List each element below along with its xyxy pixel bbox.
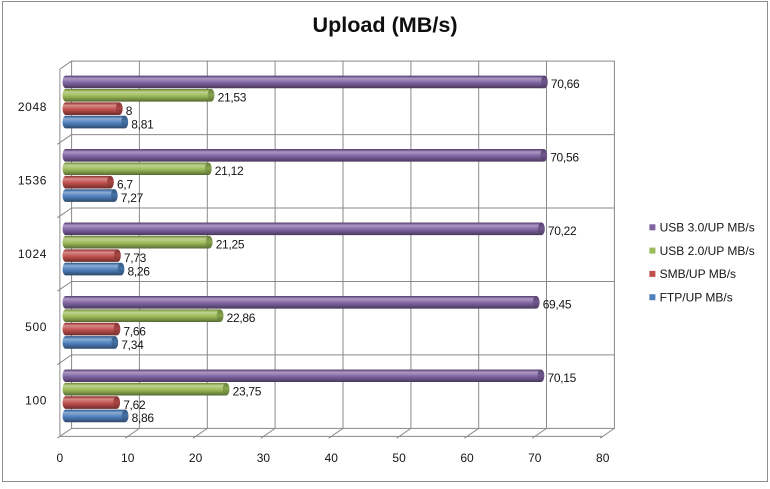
svg-text:1536: 1536 <box>18 173 47 187</box>
svg-text:22,86: 22,86 <box>227 311 256 325</box>
svg-text:21,25: 21,25 <box>216 238 245 252</box>
svg-text:7,73: 7,73 <box>124 251 147 265</box>
svg-text:0: 0 <box>57 451 64 465</box>
svg-text:21,53: 21,53 <box>218 91 247 105</box>
svg-text:69,45: 69,45 <box>543 298 572 312</box>
svg-text:2048: 2048 <box>18 100 47 114</box>
svg-text:21,12: 21,12 <box>215 164 244 178</box>
svg-text:7,62: 7,62 <box>123 398 146 412</box>
svg-text:500: 500 <box>25 320 47 334</box>
svg-text:50: 50 <box>392 451 406 465</box>
svg-text:70,66: 70,66 <box>551 77 580 91</box>
svg-text:SMB/UP MB/s: SMB/UP MB/s <box>660 267 736 281</box>
svg-text:7,34: 7,34 <box>121 338 144 352</box>
svg-text:1024: 1024 <box>18 247 47 261</box>
svg-text:70,15: 70,15 <box>548 371 577 385</box>
svg-text:7,66: 7,66 <box>124 324 147 338</box>
svg-text:80: 80 <box>596 451 610 465</box>
svg-text:40: 40 <box>325 451 339 465</box>
svg-text:8,86: 8,86 <box>132 411 155 425</box>
svg-text:6,7: 6,7 <box>117 178 133 192</box>
svg-text:100: 100 <box>25 394 47 408</box>
svg-text:70: 70 <box>528 451 542 465</box>
svg-text:23,75: 23,75 <box>233 384 262 398</box>
svg-text:7,27: 7,27 <box>121 191 144 205</box>
svg-text:Upload (MB/s): Upload (MB/s) <box>313 14 458 37</box>
svg-text:10: 10 <box>121 451 135 465</box>
svg-text:70,56: 70,56 <box>550 151 579 165</box>
svg-text:60: 60 <box>460 451 474 465</box>
svg-text:20: 20 <box>189 451 203 465</box>
svg-text:8: 8 <box>126 104 133 118</box>
svg-text:USB 2.0/UP MB/s: USB 2.0/UP MB/s <box>660 244 755 258</box>
svg-text:70,22: 70,22 <box>548 224 577 238</box>
svg-text:30: 30 <box>257 451 271 465</box>
svg-text:8,81: 8,81 <box>131 117 154 131</box>
svg-text:FTP/UP MB/s: FTP/UP MB/s <box>660 291 733 305</box>
svg-text:8,26: 8,26 <box>128 264 151 278</box>
svg-text:USB 3.0/UP MB/s: USB 3.0/UP MB/s <box>660 221 755 235</box>
